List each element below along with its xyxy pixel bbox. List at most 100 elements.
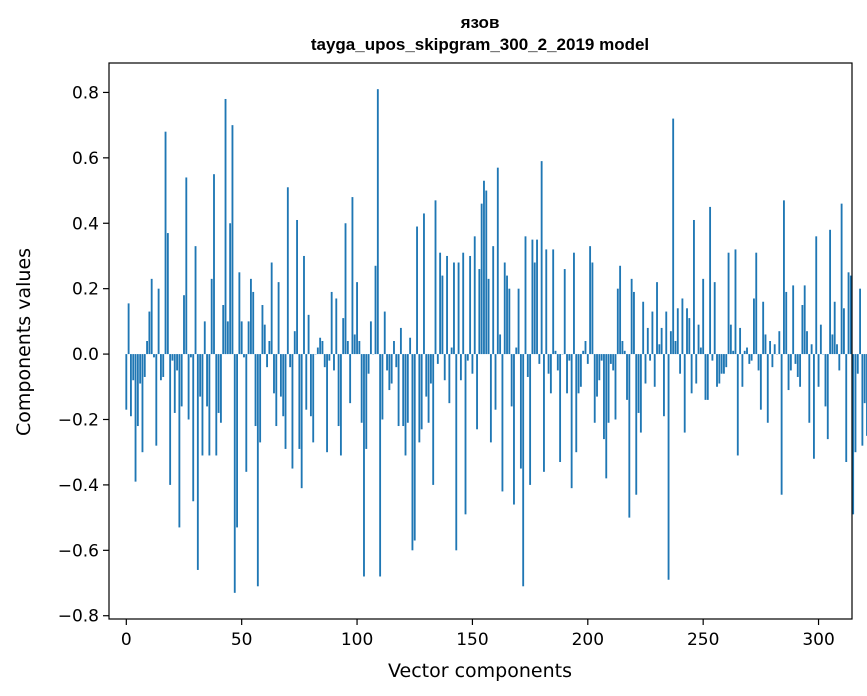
bar-267 — [741, 354, 744, 387]
bar-316 — [854, 354, 857, 453]
bar-119 — [399, 327, 402, 355]
x-tick-label: 0 — [121, 630, 132, 650]
y-tick-label: 0.6 — [72, 149, 99, 169]
bar-125 — [413, 354, 416, 541]
bar-188 — [559, 354, 562, 463]
bar-90 — [333, 354, 335, 371]
bar-48 — [236, 354, 238, 528]
bar-209 — [607, 354, 610, 423]
bar-104 — [365, 354, 368, 449]
bar-212 — [614, 354, 617, 420]
bar-86 — [323, 354, 326, 368]
bar-165 — [506, 275, 508, 355]
bar-193 — [570, 354, 573, 489]
bar-18 — [166, 233, 169, 355]
bar-273 — [755, 252, 758, 355]
bar-227 — [649, 354, 652, 361]
bar-137 — [441, 275, 444, 355]
x-tick-label: 50 — [231, 630, 253, 650]
x-axis-label: Vector components — [388, 660, 572, 682]
bar-239 — [676, 308, 679, 355]
bar-51 — [243, 354, 245, 358]
bar-92 — [337, 354, 340, 427]
bar-313 — [847, 272, 850, 355]
bar-156 — [485, 190, 488, 355]
bar-230 — [656, 282, 658, 355]
bar-22 — [176, 354, 178, 371]
bar-33 — [201, 354, 204, 456]
y-tick-label: −0.6 — [58, 541, 99, 561]
bar-53 — [247, 321, 250, 355]
bar-102 — [360, 354, 363, 423]
bar-153 — [478, 269, 481, 355]
bar-71 — [289, 354, 292, 368]
bar-151 — [473, 236, 476, 355]
bar-279 — [769, 341, 772, 355]
bar-172 — [522, 354, 525, 587]
bar-117 — [395, 354, 398, 368]
bar-50 — [240, 321, 243, 355]
bar-29 — [192, 354, 195, 502]
y-tick-label: 0.4 — [72, 214, 99, 234]
x-axis-ticks: 0 50 100 150 200 250 300 — [121, 619, 835, 650]
bar-244 — [688, 318, 691, 355]
bar-163 — [501, 354, 504, 492]
bar-132 — [429, 354, 432, 384]
bar-128 — [420, 354, 423, 430]
bar-100 — [356, 282, 358, 355]
y-axis-label: Components values — [13, 248, 35, 436]
bar-191 — [566, 354, 568, 394]
bar-83 — [316, 347, 319, 355]
bar-55 — [252, 291, 255, 355]
bar-11 — [150, 278, 153, 355]
bar-234 — [665, 311, 668, 355]
bar-206 — [600, 354, 603, 361]
bar-25 — [183, 295, 185, 355]
bar-69 — [284, 354, 287, 449]
bar-292 — [799, 354, 802, 387]
bar-276 — [762, 301, 765, 355]
bar-166 — [508, 288, 511, 355]
bar-199 — [584, 341, 587, 355]
bar-266 — [739, 327, 742, 355]
bar-152 — [476, 354, 478, 430]
bar-109 — [376, 89, 379, 355]
bar-1 — [127, 303, 130, 355]
bar-241 — [681, 298, 684, 355]
bar-95 — [344, 223, 347, 355]
bar-284 — [780, 354, 783, 495]
bar-287 — [787, 354, 790, 391]
bar-289 — [792, 285, 795, 355]
bar-208 — [605, 354, 608, 479]
chart-subtitle: tayga_upos_skipgram_300_2_2019 model — [311, 35, 649, 54]
bar-303 — [824, 354, 827, 407]
bar-134 — [434, 200, 437, 355]
bar-210 — [609, 354, 612, 364]
bar-187 — [556, 354, 559, 371]
bar-133 — [432, 354, 435, 485]
bar-180 — [540, 161, 543, 355]
bar-68 — [282, 354, 285, 417]
bar-143 — [455, 354, 458, 551]
bar-142 — [453, 262, 455, 355]
bar-307 — [833, 301, 836, 355]
bar-263 — [732, 350, 735, 355]
bar-184 — [549, 354, 552, 394]
bar-39 — [215, 354, 218, 456]
bar-238 — [674, 341, 677, 355]
bar-12 — [153, 354, 155, 358]
bar-236 — [669, 331, 672, 355]
bar-175 — [529, 354, 532, 485]
bar-144 — [457, 262, 460, 355]
bar-305 — [829, 229, 832, 355]
bar-116 — [393, 341, 395, 355]
bar-10 — [148, 311, 151, 355]
bar-249 — [699, 347, 702, 355]
bar-159 — [492, 246, 495, 355]
bar-26 — [185, 177, 188, 355]
bar-52 — [245, 354, 248, 472]
bar-148 — [466, 354, 469, 361]
bar-268 — [743, 350, 746, 355]
bar-190 — [563, 269, 566, 355]
bar-290 — [794, 354, 797, 364]
